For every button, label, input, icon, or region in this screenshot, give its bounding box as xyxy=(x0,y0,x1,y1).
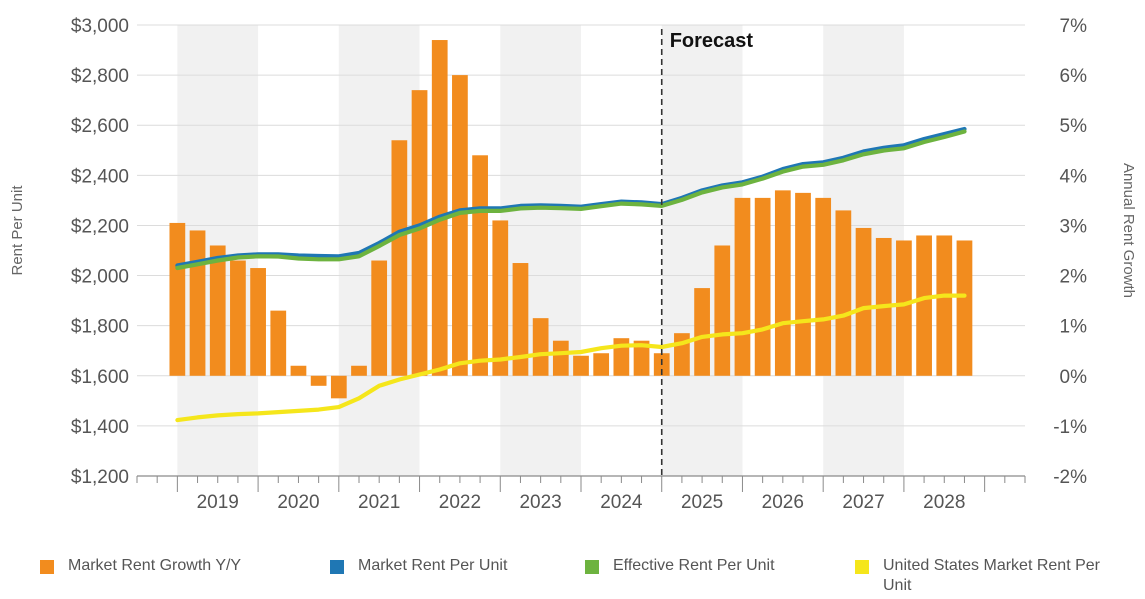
rent-lines xyxy=(175,126,967,423)
series-line-market-rent-per-unit xyxy=(175,126,967,268)
left-axis-tick-labels: $1,200 $1,400 $1,600 $1,800 $2,000 $2,200 $2,4… xyxy=(71,16,129,488)
growth-bar xyxy=(512,263,529,376)
growth-bar xyxy=(532,318,549,376)
growth-bar xyxy=(956,240,973,376)
growth-bar xyxy=(310,375,327,386)
x-tick-label: 2020 xyxy=(277,492,319,513)
right-tick-label: 0% xyxy=(1060,367,1088,388)
growth-bar xyxy=(552,340,569,376)
growth-bar xyxy=(209,245,226,376)
growth-bar xyxy=(371,260,388,376)
legend-swatch-yellow xyxy=(855,560,869,574)
legend: Market Rent Growth Y/Y Market Rent Per U… xyxy=(0,548,1145,599)
growth-bar xyxy=(795,192,811,376)
x-tick-label: 2027 xyxy=(842,492,884,513)
growth-bar xyxy=(391,140,408,376)
legend-label: Market Rent Per Unit xyxy=(358,557,508,574)
legend-item-market-rent-growth: Market Rent Growth Y/Y xyxy=(40,556,241,576)
growth-bar xyxy=(633,340,650,376)
growth-bar xyxy=(230,260,246,376)
right-axis-title: Annual Rent Growth xyxy=(1120,163,1137,298)
right-tick-label: 6% xyxy=(1060,66,1088,87)
forecast-label: Forecast xyxy=(670,30,754,52)
growth-bar xyxy=(411,90,428,376)
year-band xyxy=(500,25,581,476)
left-tick-label: $2,800 xyxy=(71,66,129,87)
x-tick-label: 2028 xyxy=(923,492,965,513)
left-tick-label: $2,600 xyxy=(71,116,129,137)
growth-bar xyxy=(593,353,610,376)
legend-label: Market Rent Growth Y/Y xyxy=(68,557,242,574)
x-tick-label: 2023 xyxy=(519,492,561,513)
series-line-effective-rent-per-unit xyxy=(175,129,967,271)
growth-bar xyxy=(855,227,872,376)
x-axis-year-labels: 2019 2020 2021 2022 2023 2024 2025 2026 2027 2028 xyxy=(197,492,966,513)
chart-canvas: $1,200 $1,400 $1,600 $1,800 $2,000 $2,200 $2,4… xyxy=(9,16,1137,513)
left-tick-label: $2,200 xyxy=(71,216,129,237)
year-band xyxy=(338,25,420,476)
legend-item-effective-rent-per-unit: Effective Rent Per Unit xyxy=(585,556,775,576)
left-tick-label: $1,800 xyxy=(71,317,129,338)
right-tick-label: 3% xyxy=(1060,216,1088,237)
legend-label: Effective Rent Per Unit xyxy=(613,557,775,574)
growth-bar xyxy=(936,235,953,376)
growth-bar xyxy=(189,230,206,376)
right-tick-label: 1% xyxy=(1060,317,1088,338)
legend-label: United States Market Rent Per Unit xyxy=(883,557,1100,594)
growth-bar xyxy=(169,222,186,376)
left-tick-label: $2,400 xyxy=(71,166,129,187)
axes xyxy=(136,475,1026,492)
year-bands xyxy=(177,25,904,476)
x-tick-label: 2024 xyxy=(600,492,643,513)
right-tick-label: 7% xyxy=(1060,16,1088,37)
x-tick-label: 2025 xyxy=(681,492,723,513)
right-tick-label: 5% xyxy=(1060,116,1088,137)
growth-bar xyxy=(431,40,448,376)
left-axis-title: Rent Per Unit xyxy=(9,185,26,276)
growth-bar xyxy=(573,355,589,376)
right-axis-tick-labels: -2% -1% 0% 1% 2% 3% 4% 5% 6% 7% xyxy=(1053,16,1087,488)
growth-bar xyxy=(452,75,468,376)
right-tick-label: -1% xyxy=(1053,417,1087,438)
growth-bar xyxy=(351,365,367,376)
growth-bar xyxy=(835,210,852,376)
growth-bar xyxy=(472,155,488,376)
growth-bar xyxy=(734,197,751,376)
x-tick-label: 2022 xyxy=(439,492,481,513)
left-tick-label: $2,000 xyxy=(71,267,129,288)
growth-bar xyxy=(774,190,791,376)
growth-bar xyxy=(754,197,771,376)
legend-item-market-rent-per-unit: Market Rent Per Unit xyxy=(330,556,507,576)
growth-bar xyxy=(896,240,912,376)
left-tick-label: $1,600 xyxy=(71,367,129,388)
x-tick-label: 2021 xyxy=(358,492,400,513)
series-line-united-states-market-rent-per-unit xyxy=(175,293,967,423)
growth-bar xyxy=(492,220,509,376)
legend-item-us-market-rent: United States Market Rent Per Unit xyxy=(855,556,1123,596)
left-tick-label: $1,200 xyxy=(71,467,129,488)
left-tick-label: $3,000 xyxy=(71,16,129,37)
growth-bar xyxy=(714,245,731,376)
growth-bar xyxy=(270,310,287,376)
legend-swatch-blue xyxy=(330,560,344,574)
legend-swatch-orange xyxy=(40,560,54,574)
legend-swatch-green xyxy=(585,560,599,574)
x-tick-label: 2019 xyxy=(197,492,239,513)
x-tick-label: 2026 xyxy=(762,492,804,513)
growth-bar xyxy=(916,235,932,376)
growth-bar xyxy=(290,365,307,376)
growth-bar xyxy=(694,288,710,376)
right-tick-label: 2% xyxy=(1060,267,1088,288)
growth-bar xyxy=(330,375,347,399)
left-tick-label: $1,400 xyxy=(71,417,129,438)
right-tick-label: -2% xyxy=(1053,467,1087,488)
year-band xyxy=(661,25,743,476)
growth-bar xyxy=(815,197,832,376)
growth-bar xyxy=(250,268,266,376)
right-tick-label: 4% xyxy=(1060,166,1088,187)
